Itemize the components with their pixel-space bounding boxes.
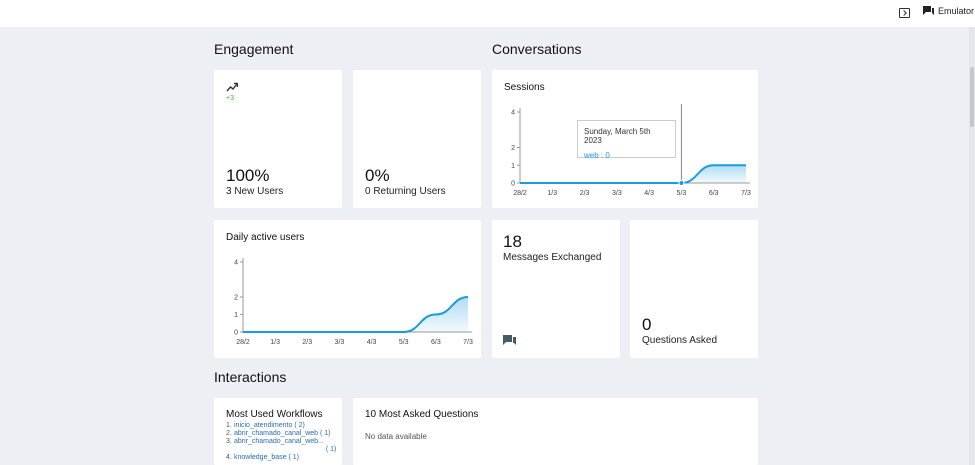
returning-users-label: 0 Returning Users	[365, 186, 446, 197]
scrollbar[interactable]	[969, 27, 975, 465]
list-item[interactable]: 3. abrir_chamado_canal_web... ( 1)	[226, 438, 337, 453]
y-tick-label: 4	[511, 110, 515, 117]
conversations-heading: Conversations	[492, 41, 582, 57]
x-tick-label: 7/3	[463, 339, 473, 346]
x-tick-label: 7/3	[741, 190, 751, 197]
new-users-card: +3 100% 3 New Users	[214, 70, 342, 208]
interactions-heading: Interactions	[214, 369, 287, 385]
emulator-label: Emulator	[938, 6, 975, 16]
trending-up-icon	[226, 82, 238, 92]
chat-icon	[923, 6, 934, 15]
returning-users-card: 0% 0 Returning Users	[353, 70, 481, 208]
new-users-value: 100%	[226, 166, 270, 185]
sessions-title: Sessions	[504, 82, 545, 93]
hover-point	[678, 180, 685, 186]
emulator-button[interactable]: Emulator	[923, 6, 974, 16]
daily-active-title: Daily active users	[226, 232, 305, 243]
x-tick-label: 28/2	[513, 190, 527, 197]
y-tick-label: 2	[234, 295, 238, 302]
list-item[interactable]: 4. knowledge_base ( 1)	[226, 454, 299, 461]
tooltip-value: web : 0	[584, 151, 610, 160]
y-tick-label: 0	[234, 330, 238, 337]
messages-card: 18 Messages Exchanged	[492, 220, 620, 358]
questions-label: Questions Asked	[642, 335, 718, 346]
x-tick-label: 3/3	[612, 190, 622, 197]
engagement-heading: Engagement	[214, 41, 294, 57]
questions-value: 0	[642, 315, 652, 334]
tooltip-date: Sunday, March 5th 2023	[584, 127, 651, 145]
trend-value: +3	[226, 95, 234, 102]
messages-value: 18	[503, 232, 522, 251]
y-tick-label: 1	[234, 312, 238, 319]
questions-card: 0 Questions Asked	[630, 220, 758, 358]
series-line	[243, 296, 469, 333]
x-tick-label: 2/3	[580, 190, 590, 197]
chat-bubbles-icon	[503, 335, 516, 345]
scrollbar-thumb[interactable]	[970, 67, 974, 127]
x-tick-label: 5/3	[677, 190, 687, 197]
workflows-card: Most Used Workflows 1. inicio_atendimento…	[214, 398, 342, 465]
workflows-list: 1. inicio_atendimento ( 2) 2. abrir_chamad…	[226, 422, 338, 462]
x-tick-label: 6/3	[431, 339, 441, 346]
returning-users-value: 0%	[365, 166, 390, 185]
y-tick-label: 0	[511, 181, 515, 188]
list-item[interactable]: 1. inicio_atendimento ( 2)	[226, 422, 305, 429]
messages-label: Messages Exchanged	[503, 252, 602, 263]
x-tick-label: 2/3	[302, 339, 312, 346]
series-area	[520, 165, 746, 183]
x-tick-label: 4/3	[367, 339, 377, 346]
y-tick-label: 1	[511, 163, 515, 170]
y-tick-label: 4	[234, 260, 238, 267]
top-questions-title: 10 Most Asked Questions	[365, 409, 479, 420]
daily-active-chart[interactable]: 0 1 2 4 28/2 1/3 2/3 3/3 4/3 5/3 6/3 7/3	[214, 220, 481, 358]
new-users-label: 3 New Users	[226, 186, 284, 197]
x-tick-label: 1/3	[547, 190, 557, 197]
sessions-chart[interactable]: 0 1 2 4 28/2 1/3 2/3 3/3 4/3 5/3 6/3 7/3	[492, 70, 758, 208]
top-bar: Emulator	[0, 0, 975, 27]
top-questions-card: 10 Most Asked Questions No data availabl…	[353, 398, 758, 465]
y-tick-label: 2	[511, 145, 515, 152]
list-item[interactable]: 2. abrir_chamado_canal_web ( 1)	[226, 430, 331, 437]
sessions-tooltip: Sunday, March 5th 2023 web : 0	[577, 120, 676, 160]
x-tick-label: 4/3	[644, 190, 654, 197]
workflows-title: Most Used Workflows	[226, 409, 323, 420]
x-tick-label: 1/3	[270, 339, 280, 346]
x-tick-label: 28/2	[236, 339, 250, 346]
series-area	[243, 297, 468, 332]
x-tick-label: 6/3	[709, 190, 719, 197]
terminal-icon[interactable]	[899, 8, 910, 18]
x-tick-label: 5/3	[399, 339, 409, 346]
x-tick-label: 3/3	[335, 339, 345, 346]
no-data-message: No data available	[365, 432, 427, 441]
daily-active-card: Daily active users	[214, 220, 481, 358]
series-line	[520, 164, 746, 184]
